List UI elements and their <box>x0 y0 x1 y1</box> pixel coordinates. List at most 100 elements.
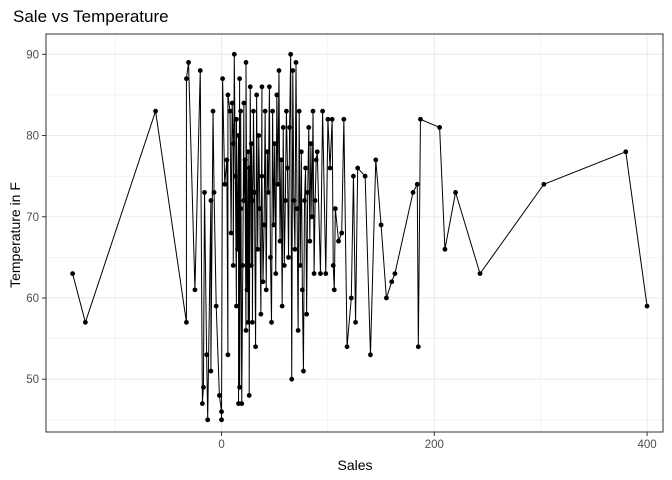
data-point <box>230 263 236 268</box>
data-point <box>269 319 274 325</box>
data-point <box>252 189 257 195</box>
data-point <box>623 149 629 155</box>
data-point <box>384 295 389 301</box>
data-point <box>294 206 300 212</box>
data-point <box>276 68 282 73</box>
data-point <box>266 84 272 90</box>
data-point <box>247 84 253 90</box>
data-point <box>220 76 225 82</box>
data-point <box>246 165 252 171</box>
data-point <box>222 181 228 187</box>
data-point <box>341 116 347 122</box>
data-point <box>437 125 443 130</box>
data-point <box>442 246 448 252</box>
data-point <box>295 328 301 333</box>
data-point <box>216 393 222 398</box>
data-point <box>329 116 335 122</box>
data-point <box>192 287 198 293</box>
data-point <box>288 51 294 57</box>
data-point <box>327 165 333 171</box>
data-point <box>290 68 296 73</box>
data-point <box>336 238 341 244</box>
data-point <box>373 157 379 163</box>
y-tick-label: 50 <box>26 374 39 386</box>
data-point <box>70 271 75 277</box>
data-point <box>227 108 233 114</box>
data-point <box>273 271 279 277</box>
data-point <box>248 141 254 147</box>
data-point <box>320 108 325 114</box>
data-point <box>291 198 297 203</box>
data-point <box>184 76 189 82</box>
data-point <box>242 157 248 163</box>
data-point <box>368 352 373 358</box>
data-point <box>271 222 277 228</box>
data-point <box>299 287 305 293</box>
data-point <box>262 108 268 114</box>
data-point <box>280 125 286 130</box>
data-point <box>313 157 319 163</box>
data-point <box>325 116 331 122</box>
data-point <box>314 149 320 155</box>
data-point <box>241 100 247 106</box>
data-point <box>257 206 263 212</box>
data-point <box>260 279 266 285</box>
data-point <box>307 238 313 244</box>
data-point <box>311 271 317 277</box>
data-point <box>268 254 273 260</box>
data-point <box>225 352 231 358</box>
data-point <box>415 344 421 350</box>
data-point <box>82 319 88 325</box>
data-point <box>303 165 308 171</box>
data-point <box>308 141 314 147</box>
data-point <box>348 295 354 301</box>
data-point <box>261 222 267 228</box>
data-point <box>211 189 217 195</box>
data-point <box>275 181 281 187</box>
data-point <box>186 60 191 65</box>
data-point <box>208 368 214 374</box>
data-point <box>258 311 264 317</box>
data-point <box>219 417 224 423</box>
chart-title: Sale vs Temperature <box>13 7 169 26</box>
data-point <box>353 319 358 325</box>
data-point <box>253 344 258 350</box>
data-point <box>414 181 420 187</box>
data-point <box>204 352 210 358</box>
data-point <box>229 100 235 106</box>
x-axis-title: Sales <box>337 457 372 473</box>
y-tick-label: 60 <box>26 293 39 305</box>
data-point <box>239 401 245 406</box>
data-point <box>234 303 239 309</box>
data-point <box>240 263 246 268</box>
data-point <box>241 198 247 203</box>
data-point <box>351 173 356 179</box>
data-point <box>213 303 219 309</box>
data-point <box>245 149 251 155</box>
x-tick-label: 400 <box>637 439 656 451</box>
data-point <box>541 181 547 187</box>
data-point <box>339 230 345 236</box>
data-point <box>249 319 255 325</box>
data-point <box>256 133 262 138</box>
data-point <box>301 368 306 374</box>
data-point <box>265 189 271 195</box>
data-point <box>228 230 234 236</box>
data-point <box>243 60 249 65</box>
data-point <box>237 384 243 390</box>
data-point <box>453 189 458 195</box>
data-point <box>279 303 285 309</box>
data-point <box>248 263 254 268</box>
data-point <box>272 141 278 147</box>
data-point <box>237 76 243 82</box>
data-point <box>236 133 241 138</box>
data-point <box>289 376 295 382</box>
data-point <box>297 263 303 268</box>
data-point <box>285 165 290 171</box>
data-point <box>378 222 384 228</box>
data-point <box>305 189 311 195</box>
data-point <box>332 206 338 212</box>
series-line <box>72 54 648 420</box>
